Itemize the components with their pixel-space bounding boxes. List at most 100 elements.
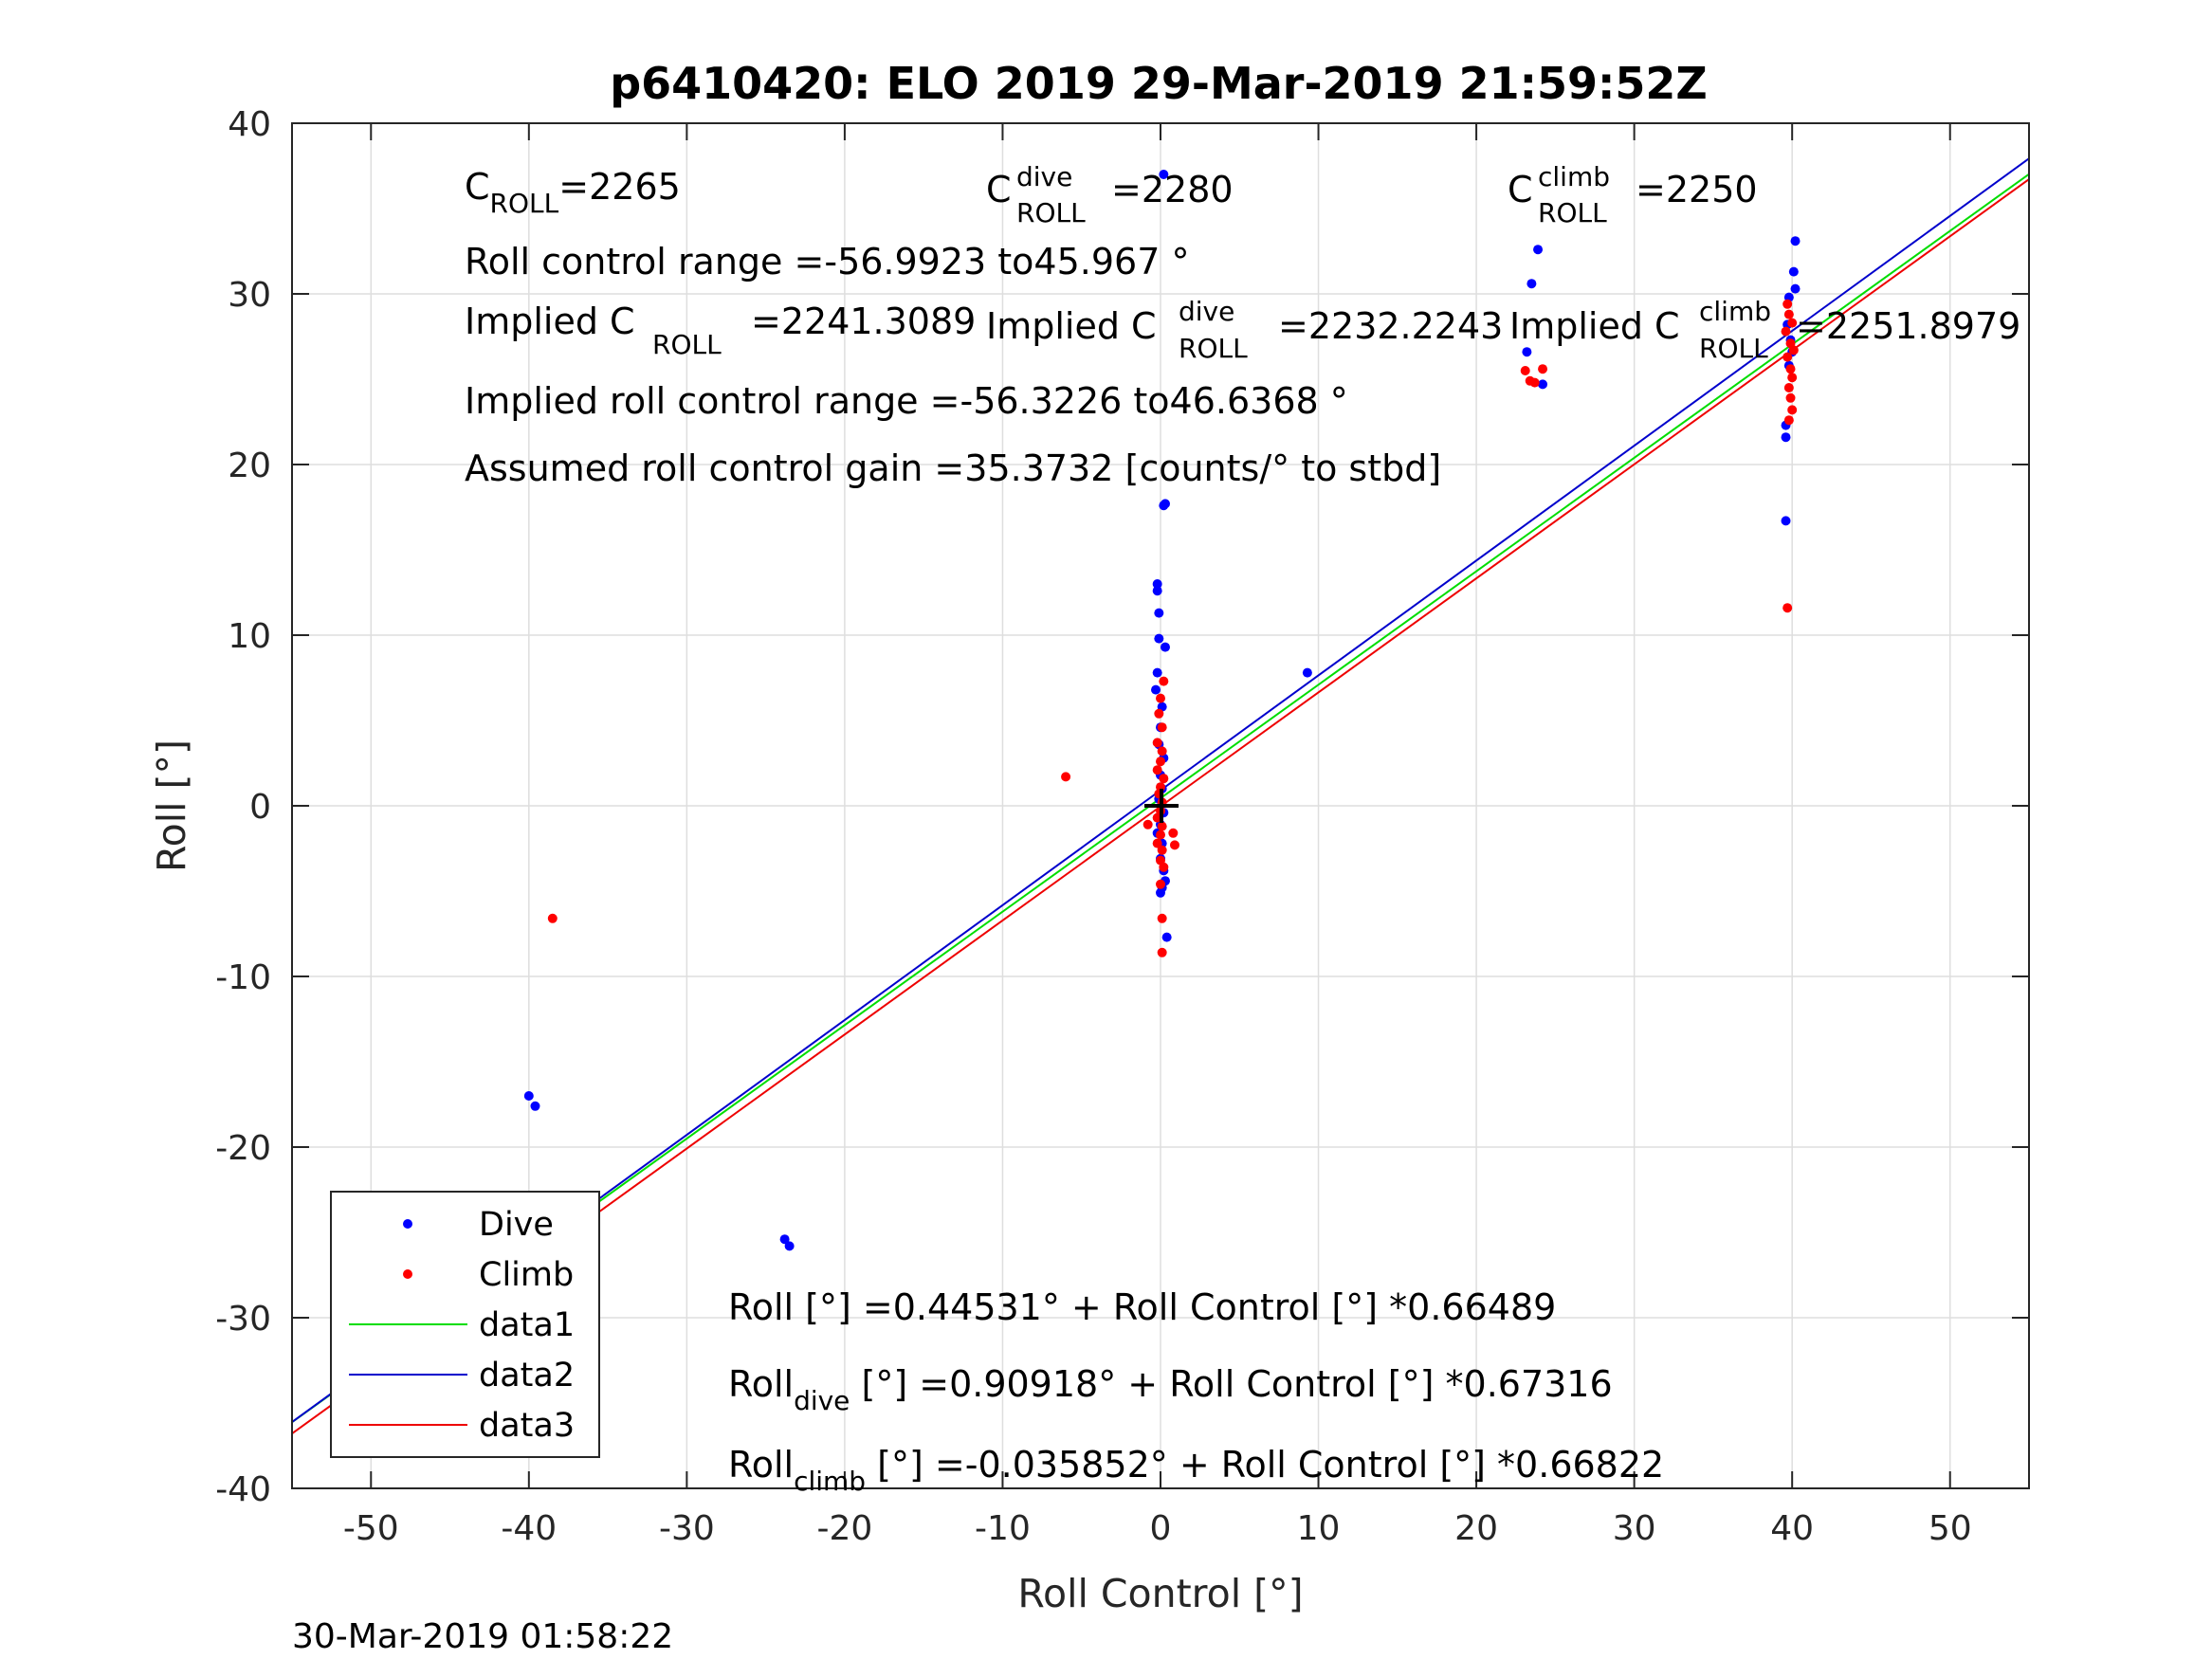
svg-text:=2280: =2280: [1111, 169, 1234, 210]
svg-text:C: C: [1508, 169, 1533, 210]
y-tick-label: -20: [215, 1129, 271, 1168]
fit-equation-all: Roll [°] =0.44531° + Roll Control [°] *0…: [728, 1286, 1556, 1328]
climb-point: [1152, 765, 1162, 775]
fit-equation-dive: Rolldive [°] =0.90918° + Roll Control [°…: [728, 1363, 1613, 1416]
climb-point: [1156, 879, 1165, 889]
legend-climb-label: Climb: [479, 1256, 574, 1294]
dive-point: [784, 1241, 795, 1251]
y-tick-label: 0: [249, 788, 271, 827]
climb-point: [1782, 299, 1793, 309]
climb-point: [1061, 772, 1071, 782]
svg-text:ROLL: ROLL: [1538, 197, 1607, 228]
climb-point: [1157, 746, 1167, 757]
dive-point: [1790, 283, 1801, 294]
dive-point: [1152, 586, 1162, 596]
dive-point: [1156, 887, 1165, 898]
svg-text:ROLL: ROLL: [1016, 197, 1086, 228]
dive-point: [1781, 516, 1791, 526]
implied-c-roll-annotation: Implied C ROLL =2241.3089: [465, 301, 976, 360]
axis-ticks: -50 -40 -30 -20 -10 0 10 20 30 40 50 -40 -30 -20 -10 0 1…: [215, 105, 2029, 1548]
dive-point: [1161, 932, 1172, 942]
dive-point: [1538, 379, 1548, 390]
x-tick-label: 30: [1613, 1509, 1656, 1548]
c-roll-dive-annotation: C dive ROLL =2280: [986, 161, 1234, 228]
climb-point: [1157, 947, 1167, 957]
legend-dive-label: Dive: [479, 1206, 554, 1244]
climb-point: [1159, 774, 1169, 784]
dive-point: [1160, 499, 1170, 509]
legend-data2-label: data2: [479, 1357, 575, 1395]
dive-point: [1526, 279, 1537, 289]
climb-point: [1157, 845, 1167, 855]
climb-point: [1157, 821, 1167, 831]
dive-point: [1790, 236, 1801, 246]
legend-data1-label: data1: [479, 1306, 575, 1344]
climb-point: [1159, 676, 1169, 686]
svg-text:ROLL: ROLL: [652, 329, 722, 360]
y-tick-label: -30: [215, 1300, 271, 1339]
dive-point: [1154, 633, 1164, 644]
climb-point: [1787, 373, 1798, 383]
climb-point: [1783, 415, 1794, 426]
x-tick-label: 20: [1454, 1509, 1498, 1548]
dive-point: [1781, 432, 1791, 443]
dive-point: [1788, 266, 1799, 277]
dive-point: [1302, 667, 1312, 678]
dive-point: [1522, 347, 1532, 357]
climb-point: [1159, 862, 1169, 872]
legend-data3-label: data3: [479, 1407, 575, 1445]
x-tick-label: -40: [501, 1509, 557, 1548]
dive-point: [1152, 579, 1162, 589]
climb-point: [1157, 722, 1167, 733]
dive-point: [523, 1091, 534, 1101]
dive-point: [1152, 667, 1162, 678]
svg-text:=2250: =2250: [1636, 169, 1758, 210]
chart-title: p6410420: ELO 2019 29-Mar-2019 21:59:52Z: [610, 58, 1708, 109]
y-tick-label: 10: [228, 617, 271, 656]
y-tick-label: -40: [215, 1470, 271, 1509]
svg-text:Implied C: Implied C: [986, 305, 1157, 347]
climb-point: [1156, 693, 1165, 703]
svg-text:ROLL: ROLL: [1699, 333, 1768, 364]
legend-climb-marker: [403, 1269, 412, 1279]
climb-point: [1154, 708, 1164, 719]
svg-text:=2232.2243: =2232.2243: [1278, 305, 1503, 347]
svg-text:climb: climb: [1699, 296, 1771, 327]
fit-equation-climb: Rollclimb [°] =-0.035852° + Roll Control…: [728, 1444, 1664, 1497]
legend-dive-marker: [403, 1219, 412, 1229]
dive-point: [1533, 245, 1544, 255]
dive-point: [1151, 684, 1161, 695]
timestamp: 30-Mar-2019 01:58:22: [292, 1617, 673, 1656]
climb-point: [1156, 757, 1165, 767]
climb-point: [1529, 377, 1540, 388]
climb-point: [1782, 352, 1793, 362]
climb-point: [1156, 830, 1165, 840]
climb-point: [1787, 405, 1798, 415]
y-axis-label: Roll [°]: [149, 739, 194, 872]
c-roll-annotation: CROLL=2265: [465, 166, 681, 219]
x-tick-label: 10: [1297, 1509, 1341, 1548]
y-tick-label: -10: [215, 958, 271, 997]
climb-point: [1520, 366, 1530, 375]
svg-text:Implied C: Implied C: [1509, 305, 1680, 347]
x-tick-label: 50: [1929, 1509, 1972, 1548]
climb-point: [1143, 819, 1153, 830]
svg-text:ROLL: ROLL: [1179, 333, 1248, 364]
y-tick-label: 20: [228, 447, 271, 485]
dive-point: [779, 1234, 790, 1245]
climb-point: [1782, 603, 1793, 613]
svg-text:=2251.8979: =2251.8979: [1796, 305, 2020, 347]
y-tick-label: 30: [228, 276, 271, 315]
svg-text:C: C: [986, 169, 1012, 210]
implied-range: Implied roll control range =-56.3226 to4…: [465, 380, 1348, 422]
dive-point: [1160, 642, 1170, 652]
climb-point: [1783, 383, 1794, 392]
x-tick-label: -50: [343, 1509, 399, 1548]
climb-point: [1152, 738, 1162, 748]
x-tick-label: -20: [817, 1509, 873, 1548]
origin-marker: [1144, 789, 1179, 823]
climb-point: [547, 913, 558, 923]
climb-point: [1781, 326, 1791, 337]
climb-point: [1538, 364, 1548, 374]
